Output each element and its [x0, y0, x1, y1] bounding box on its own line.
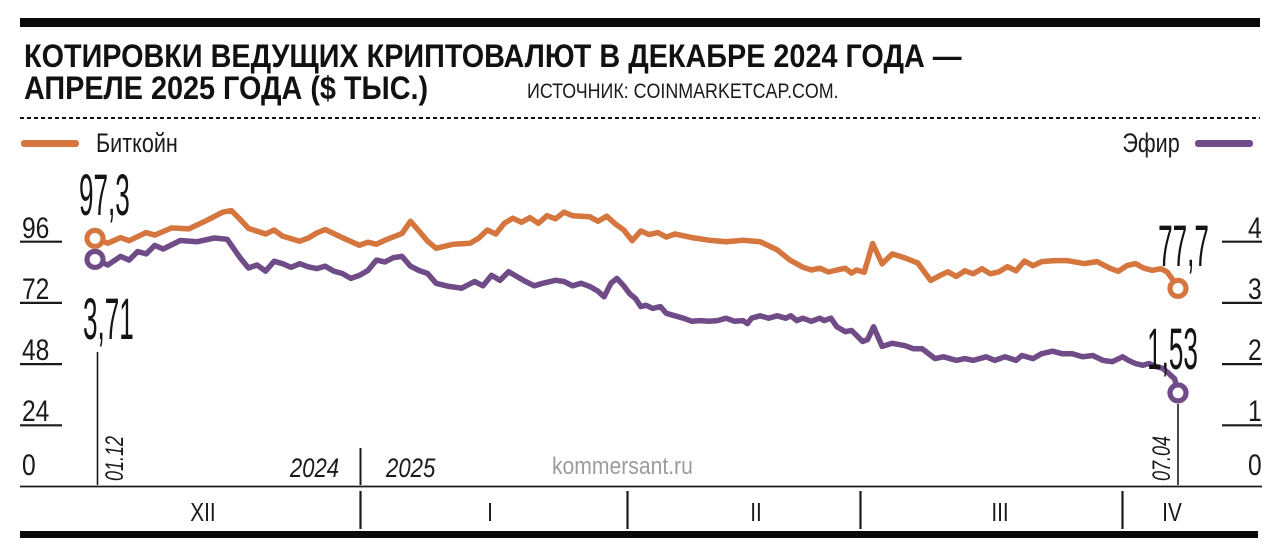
right-axis-label-2: 2 [1248, 334, 1262, 367]
kommersant-watermark: kommersant.ru [552, 453, 693, 480]
dashed-divider [20, 117, 1260, 119]
bottom-rule-bar [20, 531, 1258, 538]
right-axis-label-3: 3 [1248, 273, 1262, 306]
month-label-iii: III [991, 497, 1009, 527]
bitcoin-start-marker [84, 227, 106, 249]
ether-legend-swatch [1195, 140, 1253, 147]
month-label-ii: II [750, 497, 762, 527]
ether-legend-label: Эфир [1122, 128, 1180, 158]
end-date-label: 07.04 [1148, 435, 1176, 481]
source-label: ИСТОЧНИК: COINMARKETCAP.COM. [527, 80, 839, 103]
ether-start-value: 3,71 [83, 287, 134, 352]
page-title-line2: АПРЕЛЕ 2025 ГОДА ($ ТЫС.) [24, 70, 429, 106]
bitcoin-line [92, 207, 1181, 292]
right-axis-label-1: 1 [1248, 395, 1262, 428]
left-axis-label-0: 0 [22, 449, 36, 482]
ether-start-marker [84, 248, 106, 270]
ether-line [92, 235, 1181, 396]
bitcoin-end-value: 77,7 [1158, 214, 1209, 279]
month-label-xii: XII [190, 497, 216, 527]
bitcoin-end-marker [1167, 277, 1189, 299]
right-axis-label-4: 4 [1248, 212, 1262, 245]
year-2024-label: 2024 [289, 453, 339, 483]
month-label-iv: IV [1162, 497, 1182, 527]
bitcoin-legend-swatch [21, 140, 79, 147]
left-axis-label-24: 24 [22, 395, 50, 428]
left-axis-label-72: 72 [22, 273, 50, 306]
left-axis-label-96: 96 [22, 212, 50, 245]
bitcoin-legend-label: Биткойн [96, 128, 178, 158]
start-date-label: 01.12 [101, 435, 129, 481]
month-label-i: I [487, 497, 493, 527]
bitcoin-start-value: 97,3 [79, 163, 130, 228]
left-axis-label-48: 48 [22, 334, 50, 367]
ether-end-marker [1167, 382, 1189, 404]
year-2025-label: 2025 [386, 453, 436, 483]
page-title-line1: КОТИРОВКИ ВЕДУЩИХ КРИПТОВАЛЮТ В ДЕКАБРЕ … [24, 38, 962, 74]
top-rule-bar [20, 18, 1260, 27]
ether-end-value: 1,53 [1147, 317, 1198, 382]
right-axis-label-0: 0 [1248, 449, 1262, 482]
